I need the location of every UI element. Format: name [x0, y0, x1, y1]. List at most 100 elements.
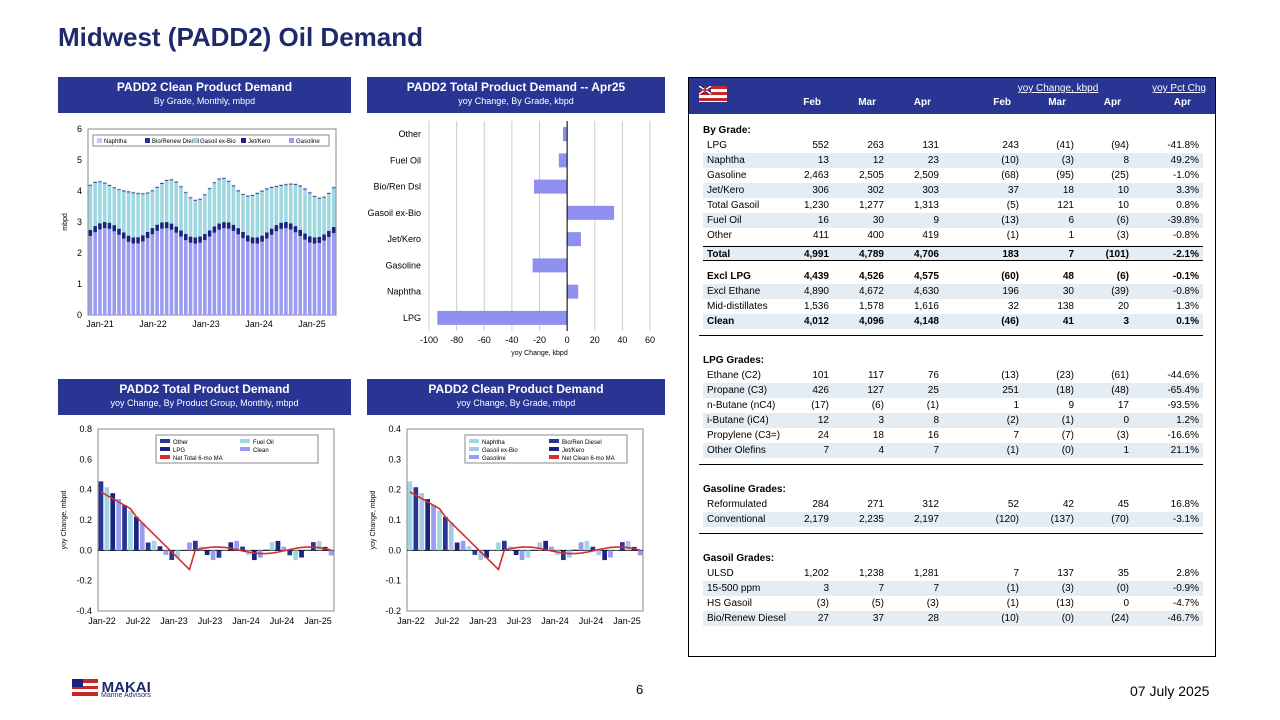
legend-swatch — [160, 439, 170, 443]
bar — [121, 189, 126, 191]
bar — [293, 183, 298, 185]
row-value: 4 — [878, 445, 884, 456]
row-value: 251 — [1002, 385, 1019, 396]
y-axis-title: yoy Change, mbpd — [370, 491, 377, 550]
bar — [117, 228, 121, 235]
bar — [193, 199, 198, 201]
total-apr25-chart: -100 -80 -60 -40 -20 0 20 40 60 Other Fuel Oil Bio/… — [367, 121, 655, 357]
row-value: 23 — [927, 155, 939, 166]
bar — [255, 194, 260, 238]
section-header: Gasoline Grades: — [703, 484, 786, 495]
bar — [312, 196, 317, 238]
bar — [312, 237, 317, 244]
legend-swatch — [549, 439, 559, 443]
bar — [331, 226, 336, 234]
bar — [155, 224, 159, 231]
bar — [466, 546, 472, 551]
table-row: Conventional 2,179 2,235 2,197 (120) (137) (70… — [703, 512, 1203, 527]
bar — [279, 222, 283, 229]
panel-title: PADD2 Total Product Demand -- Apr25 — [406, 80, 626, 94]
bar — [269, 186, 274, 188]
legend-label: Naphtha — [482, 440, 505, 446]
bar — [102, 183, 107, 223]
bar — [567, 205, 615, 220]
table-row: Naphtha 13 12 23 (10) (3) 8 49.2% — [703, 153, 1203, 168]
row-value: 1 — [1013, 400, 1019, 411]
row-value: 37 — [872, 613, 884, 624]
bar — [274, 185, 279, 186]
row-value: (68) — [1001, 170, 1019, 181]
bar — [112, 186, 117, 188]
row-value: (0) — [1061, 445, 1074, 456]
row-value: (137) — [1050, 514, 1074, 525]
legend-label: Bio/Ren Diesel — [562, 440, 602, 446]
table-row: Propylene (C3=) 24 18 16 7 (7) (3) -16.6% — [703, 428, 1203, 443]
bar — [298, 186, 303, 230]
bar — [312, 243, 317, 315]
row-value: 52 — [1007, 499, 1019, 510]
x-tick-label: 40 — [617, 335, 627, 345]
bar — [567, 232, 581, 247]
row-value: 243 — [1002, 140, 1019, 151]
category-label: Naphtha — [387, 287, 421, 297]
row-value: -4.7% — [1172, 598, 1199, 609]
row-value: 41 — [1062, 316, 1074, 327]
y-axis-title: mbpd — [62, 213, 69, 231]
legend-swatch — [240, 447, 250, 451]
bar — [279, 185, 283, 223]
legend-swatch — [240, 439, 250, 443]
bar — [203, 233, 207, 241]
bar — [179, 186, 183, 188]
bar — [303, 239, 307, 315]
row-value: 3 — [878, 415, 884, 426]
bar — [250, 243, 255, 315]
plot-frame — [406, 428, 644, 612]
row-value: 2,509 — [913, 170, 939, 181]
bar — [303, 188, 307, 190]
row-value: 16 — [817, 215, 829, 226]
bar — [212, 232, 217, 315]
legend-swatch — [469, 439, 479, 443]
bar — [260, 235, 264, 242]
x-tick-label: Jan-25 — [298, 319, 326, 329]
row-value: (3) — [1061, 583, 1074, 594]
y-tick-label: 3 — [77, 217, 82, 227]
bar — [207, 188, 212, 190]
bar — [188, 198, 193, 237]
bar — [236, 189, 241, 191]
bar — [307, 191, 312, 193]
bar — [151, 540, 157, 551]
bar — [245, 195, 250, 196]
panel-title: PADD2 Clean Product Demand — [116, 80, 293, 94]
bar — [222, 179, 226, 223]
row-value: 7 — [1013, 430, 1019, 441]
bar — [236, 228, 241, 235]
legend-swatch — [469, 455, 479, 459]
bar — [131, 243, 136, 315]
bar — [226, 181, 231, 223]
bar — [269, 187, 274, 229]
bar — [126, 191, 131, 193]
bar — [284, 185, 288, 223]
yoy-pct-group: yoy Pct Chg — [1152, 83, 1206, 94]
bar — [255, 243, 260, 315]
bar — [98, 229, 102, 315]
bar — [126, 235, 131, 242]
row-value: 28 — [927, 613, 939, 624]
x-tick-label: Jul-24 — [270, 616, 295, 626]
bar — [183, 191, 188, 193]
row-value: -44.6% — [1167, 370, 1199, 381]
bar — [322, 196, 326, 198]
makai-flag-icon — [72, 679, 98, 696]
row-value: 3 — [1123, 316, 1129, 327]
legend-swatch — [549, 447, 559, 451]
table-row: LPG 552 263 131 243 (41) (94) -41.8% — [703, 138, 1203, 153]
y-tick-label: 2 — [77, 248, 82, 258]
row-value: 12 — [817, 415, 829, 426]
bar — [207, 187, 212, 189]
legend-label: Net Total 6-mo MA — [173, 456, 223, 462]
bar — [317, 236, 322, 243]
legend-swatch — [160, 447, 170, 451]
row-label: Clean — [707, 316, 735, 327]
bar — [303, 233, 307, 240]
